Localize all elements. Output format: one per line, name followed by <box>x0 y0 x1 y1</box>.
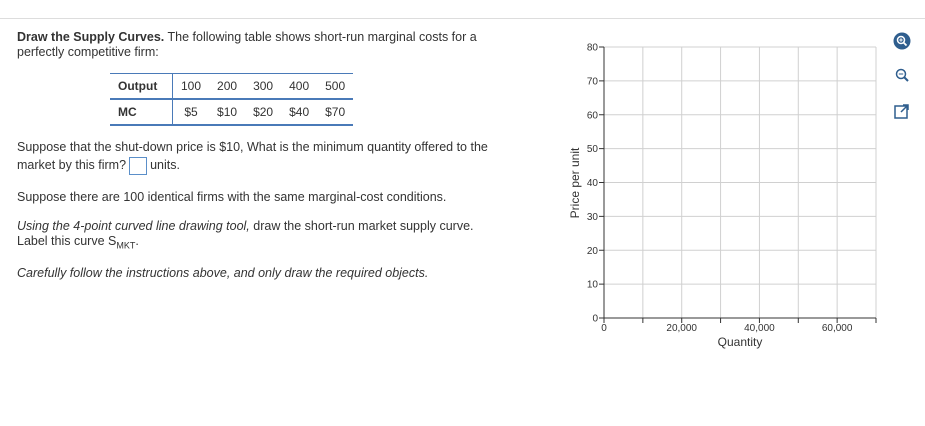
cost-table: Output 100 200 300 400 500 MC $5 $10 $20 $40 $70 <box>110 73 354 126</box>
y-axis-label: Price per unit <box>568 147 582 218</box>
table-cell: $70 <box>317 99 354 126</box>
instruction: Using the 4-point curved line drawing to… <box>17 219 497 254</box>
instruction-rest: draw the short-run market supply curve. <box>253 219 474 233</box>
table-cell: $20 <box>245 99 282 126</box>
label-sub: MKT <box>116 240 136 251</box>
top-rule <box>0 18 925 19</box>
table-cell: 300 <box>245 73 282 100</box>
y-tick-label: 0 <box>592 314 598 325</box>
statement: Suppose there are 100 identical firms wi… <box>17 190 447 204</box>
table-cell: 100 <box>172 73 210 100</box>
heading: Draw the Supply Curves. <box>17 30 165 44</box>
table-cell: 500 <box>317 73 354 100</box>
label-text: Label this curve S <box>17 234 117 248</box>
x-axis-label: Quantity <box>718 335 763 349</box>
x-tick-label: 60,000 <box>822 323 853 334</box>
instruction-italic: Using the 4-point curved line drawing to… <box>17 219 250 233</box>
answer-input[interactable] <box>129 156 148 175</box>
table-cell: 200 <box>209 73 246 100</box>
table-cell: 400 <box>281 73 318 100</box>
open-external[interactable] <box>893 102 911 120</box>
y-tick-label: 70 <box>587 76 599 87</box>
x-tick-label: 20,000 <box>666 323 697 334</box>
caution: Carefully follow the instructions above,… <box>17 266 429 280</box>
table-cell: MC <box>110 99 173 126</box>
x-tick-label: 40,000 <box>744 323 775 334</box>
y-tick-label: 30 <box>587 212 599 223</box>
zoom-out[interactable] <box>893 66 911 84</box>
zoom-in[interactable] <box>893 32 911 50</box>
intro-text: The following table shows short-run marg… <box>17 30 477 59</box>
y-tick-label: 50 <box>587 144 599 155</box>
intro: Draw the Supply Curves. The following ta… <box>17 30 497 60</box>
label-end: . <box>135 234 139 248</box>
table-cell: $5 <box>172 99 210 126</box>
table-cell: $10 <box>209 99 246 126</box>
table-cell: $40 <box>281 99 318 126</box>
question-text: Suppose that the shut-down price is $10,… <box>17 140 488 172</box>
y-tick-label: 60 <box>587 110 599 121</box>
x-tick-label: 0 <box>601 323 607 334</box>
y-tick-label: 80 <box>587 43 599 54</box>
units: units. <box>150 158 180 172</box>
question: Suppose that the shut-down price is $10,… <box>17 138 497 175</box>
y-tick-label: 40 <box>587 178 599 189</box>
y-tick-label: 20 <box>587 246 599 257</box>
table-cell: Output <box>110 73 173 100</box>
y-tick-label: 10 <box>587 280 599 291</box>
